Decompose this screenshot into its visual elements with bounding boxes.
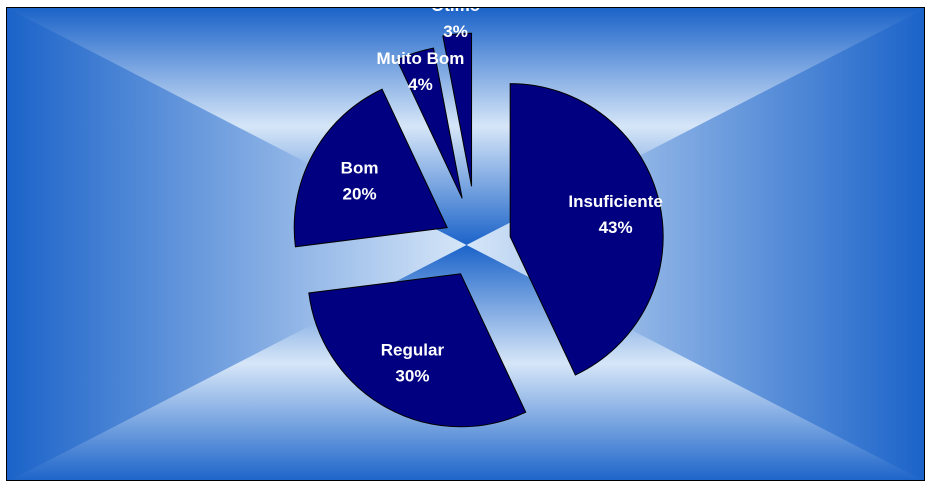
slice-value-label: 30% — [395, 366, 429, 385]
slice-category-label: Bom — [341, 158, 379, 177]
pie-slice-muito-bom — [396, 47, 463, 199]
slice-value-label: 3% — [443, 22, 468, 41]
pie-chart: Insuficiente 43% Regular 30% Bom 20% Muito Bom… — [7, 8, 924, 480]
slice-category-label: Insuficiente — [568, 192, 662, 211]
pie-slice-insuficiente — [509, 83, 664, 376]
pie-slice-regular — [308, 273, 527, 428]
slice-category-label: Muito Bom — [377, 49, 465, 68]
slice-value-label: 4% — [408, 75, 433, 94]
pie-slices — [293, 32, 664, 428]
chart-frame: Insuficiente 43% Regular 30% Bom 20% Muito Bom… — [6, 7, 925, 481]
pie-labels: Insuficiente 43% Regular 30% Bom 20% Muito Bom… — [341, 8, 663, 385]
slice-category-label: Regular — [381, 340, 445, 359]
slice-value-label: 43% — [599, 218, 633, 237]
slice-category-label: Ótimo — [431, 8, 480, 15]
pie-slice-otimo — [442, 32, 473, 187]
pie-slice-bom — [293, 88, 448, 248]
slice-value-label: 20% — [343, 184, 377, 203]
